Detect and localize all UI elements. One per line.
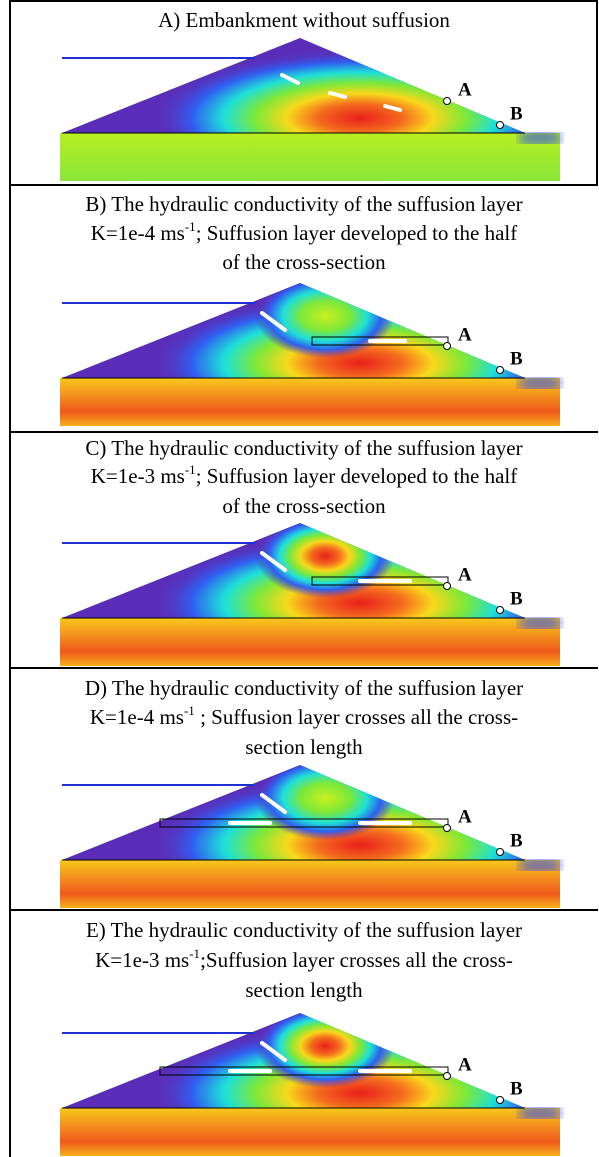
monitor-point [496,848,504,856]
foundation [60,378,560,426]
point-label: A [458,1054,472,1075]
monitor-point [496,366,504,374]
panel-title-line: of the cross-section [222,250,386,274]
suffusion-layer [311,336,449,346]
title-after: ; Suffusion layer crosses all the cross- [195,705,518,729]
panel-title-line: B) The hydraulic conductivity of the suf… [85,192,522,216]
panel-title-line: E) The hydraulic conductivity of the suf… [86,918,522,942]
monitor-point [496,606,504,614]
suffusion-layer [159,1066,449,1076]
title-superscript: -1 [185,219,196,234]
title-before: K=1e-4 ms [90,705,184,729]
monitor-point [443,342,451,350]
panel-title-line: A) Embankment without suffusion [158,8,450,32]
foundation [60,860,560,908]
title-before: K=1e-3 ms [95,948,189,972]
panel-title-line: section length [245,978,363,1002]
point-label: B [510,830,523,851]
foundation-edge [520,860,560,870]
flow-arrow [260,551,287,572]
point-label: B [510,588,523,609]
monitor-point [443,1072,451,1080]
panel-title-line: K=1e-3 ms-1;Suffusion layer crosses all … [95,946,513,972]
title-after: ;Suffusion layer crosses all the cross- [200,948,513,972]
monitor-point [496,1096,504,1104]
foundation-edge [520,618,560,628]
monitor-point [443,582,451,590]
title-superscript: -1 [185,462,196,477]
panel-title-line: C) The hydraulic conductivity of the suf… [85,436,522,460]
flow-arrow [260,793,287,814]
title-superscript: -1 [184,703,195,718]
flow-arrow [383,104,402,112]
foundation [60,618,560,666]
point-label: A [458,564,472,585]
foundation [60,1108,560,1156]
monitor-point [443,97,451,105]
title-after: ; Suffusion layer developed to the half [196,221,518,245]
title-superscript: -1 [189,946,200,961]
point-label: B [510,348,523,369]
title-before: K=1e-3 ms [91,464,185,488]
point-label: A [458,324,472,345]
flow-arrow [260,311,287,332]
panel-title-line: K=1e-4 ms-1; Suffusion layer developed t… [91,219,517,245]
point-label: B [510,103,523,124]
title-after: ; Suffusion layer developed to the half [196,464,518,488]
panel-title-line: K=1e-3 ms-1; Suffusion layer developed t… [91,462,517,488]
foundation-edge [520,378,560,388]
panel-title-line: section length [245,735,363,759]
flow-arrow [260,1041,287,1062]
panel-title-line: K=1e-4 ms-1 ; Suffusion layer crosses al… [90,703,518,729]
point-label: B [510,1078,523,1099]
suffusion-layer [159,818,449,828]
foundation [60,133,560,181]
suffusion-layer [311,576,449,586]
flow-arrow [328,91,347,99]
monitor-point [496,121,504,129]
title-before: K=1e-4 ms [91,221,185,245]
flow-arrow [280,73,300,85]
point-label: A [458,79,472,100]
panel-title-line: of the cross-section [222,494,386,518]
point-label: A [458,806,472,827]
foundation-edge [520,133,560,143]
panel-title-line: D) The hydraulic conductivity of the suf… [85,676,523,700]
monitor-point [443,824,451,832]
foundation-edge [520,1108,560,1118]
